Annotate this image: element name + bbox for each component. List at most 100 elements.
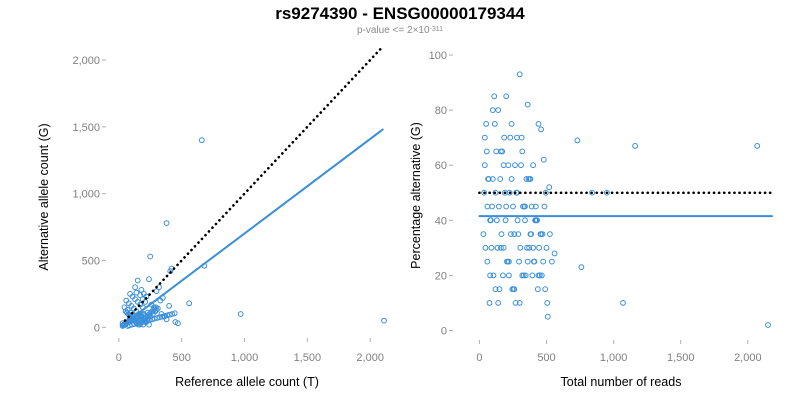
data-point [528, 203, 535, 210]
data-point [381, 317, 387, 324]
data-point [535, 121, 542, 127]
data-point [535, 272, 542, 279]
data-point [151, 315, 158, 322]
data-point [487, 272, 494, 279]
data-point [136, 319, 143, 326]
data-point [520, 203, 526, 210]
data-point [525, 176, 532, 182]
data-point [500, 244, 507, 251]
data-point [499, 148, 506, 155]
data-point [484, 258, 491, 265]
data-point [131, 321, 138, 327]
x-tick-label: 1,500 [667, 352, 695, 364]
data-point [510, 203, 516, 210]
data-point [129, 321, 135, 328]
data-point [529, 272, 536, 279]
data-point [505, 162, 512, 169]
data-point [146, 317, 153, 323]
data-point [524, 101, 531, 108]
data-point [154, 305, 161, 312]
data-point [134, 277, 141, 284]
x-tick-label: 500 [537, 352, 555, 364]
data-point [166, 311, 173, 318]
data-point [632, 143, 638, 149]
y-tick-label: 0 [94, 322, 100, 334]
data-point [493, 148, 500, 155]
subtitle-exponent: -311 [429, 26, 444, 33]
data-point [522, 272, 529, 279]
data-point [518, 134, 525, 141]
data-point [132, 284, 139, 291]
x-axis-label: Total number of reads [561, 375, 682, 389]
data-point [506, 189, 513, 196]
data-point [175, 320, 181, 327]
y-tick-label: 100 [429, 50, 447, 62]
data-point [498, 244, 504, 251]
y-tick-label: 80 [435, 105, 447, 117]
data-point [532, 203, 539, 210]
data-point [495, 107, 502, 113]
y-tick-label: 20 [435, 270, 447, 282]
x-tick-label: 1,000 [231, 352, 259, 364]
data-point [488, 244, 495, 251]
y-axis-label: Percentage alternative (G) [409, 122, 423, 269]
data-point [141, 311, 147, 317]
x-tick-label: 0 [116, 352, 122, 364]
data-point [516, 300, 523, 306]
data-point [500, 162, 507, 169]
data-point [524, 258, 531, 265]
data-point [489, 203, 496, 210]
data-point [154, 315, 161, 321]
data-point [541, 203, 548, 210]
data-point [134, 320, 140, 327]
data-point [574, 137, 581, 144]
data-point [496, 203, 502, 210]
y-tick-label: 40 [435, 215, 447, 227]
data-point [156, 314, 163, 321]
data-point [515, 231, 522, 238]
data-point [495, 300, 502, 306]
data-point [530, 258, 537, 265]
data-point [139, 319, 146, 325]
data-point [516, 258, 522, 265]
data-point [508, 176, 515, 182]
data-point [490, 272, 497, 279]
data-point [578, 264, 585, 271]
data-point [546, 184, 553, 191]
data-point [486, 300, 493, 306]
data-point [517, 244, 524, 251]
data-point [538, 272, 545, 279]
data-point [544, 313, 551, 320]
data-point [551, 250, 558, 257]
data-point [533, 217, 540, 224]
data-point [153, 288, 160, 295]
data-point [480, 231, 487, 238]
y-axis-label: Alternative allele count (G) [37, 123, 51, 270]
data-point [542, 286, 549, 293]
data-point [524, 244, 530, 251]
data-point [604, 189, 610, 196]
x-tick-label: 1,000 [600, 352, 628, 364]
data-point [514, 134, 520, 141]
data-point [157, 297, 164, 304]
chart-header: rs9274390 - ENSG00000179344 p-value <= 2… [0, 4, 800, 38]
data-point [754, 143, 761, 149]
data-point [514, 217, 521, 224]
data-point [484, 203, 491, 210]
data-point [520, 272, 527, 279]
data-point [589, 189, 595, 196]
data-point [494, 244, 501, 251]
data-point [497, 176, 504, 182]
chart-title: rs9274390 - ENSG00000179344 [275, 4, 525, 23]
data-point [198, 137, 205, 144]
data-point [538, 126, 544, 133]
data-point [508, 121, 515, 127]
data-point [164, 312, 171, 319]
y-tick-label: 2,000 [72, 55, 100, 67]
left-scatter-panel: 0 500 1,000 1,500 2,000 0 500 1,000 1,500 2,000 Re… [37, 45, 387, 389]
data-point [549, 258, 555, 265]
data-point [523, 176, 530, 182]
data-point [169, 311, 176, 317]
data-point [501, 134, 508, 141]
data-point [483, 121, 490, 127]
